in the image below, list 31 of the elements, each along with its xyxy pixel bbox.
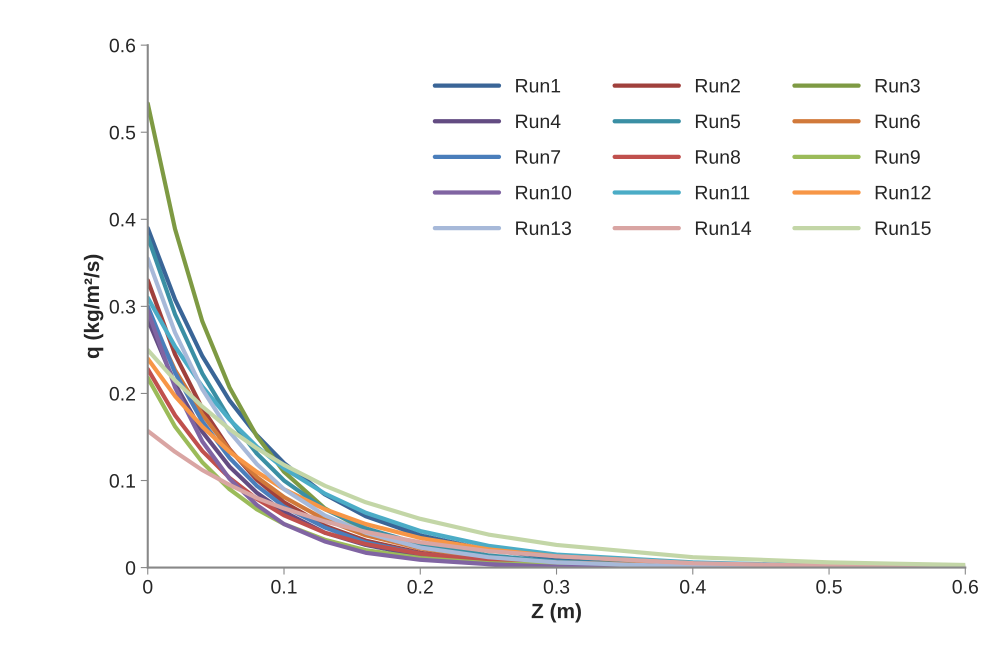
legend-label: Run3 xyxy=(876,78,920,93)
y-tick-label: 0.5 xyxy=(110,126,136,140)
x-tick-label: 0.1 xyxy=(271,580,297,594)
legend-label: Run5 xyxy=(696,114,740,128)
y-tick-label: 0.4 xyxy=(110,212,136,227)
y-tick-label: 0.3 xyxy=(110,300,136,314)
x-tick-label: 0.4 xyxy=(680,580,706,594)
legend-label: Run14 xyxy=(696,222,752,236)
legend-label: Run7 xyxy=(516,150,560,164)
y-axis-title: q (kg/m²/s) xyxy=(84,254,104,358)
legend-label: Run11 xyxy=(696,186,750,200)
legend-label: Run2 xyxy=(696,78,740,93)
legend-label: Run13 xyxy=(516,221,572,236)
legend-label: Run4 xyxy=(516,114,560,128)
y-tick-label: 0.1 xyxy=(110,474,135,488)
x-tick-label: 0.2 xyxy=(408,580,433,594)
legend-label: Run9 xyxy=(876,150,920,164)
legend-label: Run10 xyxy=(516,186,572,200)
x-tick-label: 0.5 xyxy=(816,580,842,594)
legend-label: Run6 xyxy=(876,114,920,128)
legend-label: Run8 xyxy=(696,150,740,164)
y-tick-label: 0.6 xyxy=(110,38,136,52)
y-tick-label: 0 xyxy=(126,561,136,575)
x-tick-label: 0.6 xyxy=(952,580,978,594)
legend-label: Run12 xyxy=(876,186,930,200)
y-tick-label: 0.2 xyxy=(110,386,135,401)
x-tick-label: 0 xyxy=(143,580,152,594)
x-tick-label: 0.3 xyxy=(544,580,570,594)
legend-label: Run15 xyxy=(876,222,931,236)
legend-label: Run1 xyxy=(516,79,560,93)
x-axis-title: Z (m) xyxy=(532,603,581,623)
